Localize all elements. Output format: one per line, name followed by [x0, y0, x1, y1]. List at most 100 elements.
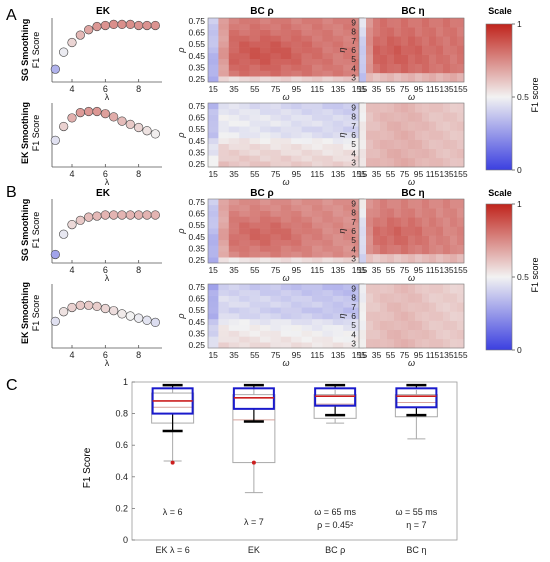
heatmap-cell — [387, 112, 395, 122]
heatmap-cell — [343, 143, 354, 150]
heatmap-cell — [359, 226, 367, 236]
heatmap-cell — [208, 155, 219, 162]
heatmap-cell — [332, 137, 344, 145]
heatmap-cell — [239, 257, 250, 264]
heatmap-cell — [218, 251, 230, 258]
heatmap-cell — [270, 284, 282, 291]
title-ek-a: EK — [96, 6, 111, 17]
scatter-point — [84, 212, 94, 222]
heatmap-cell — [228, 284, 240, 291]
heatmap-cell — [301, 324, 313, 331]
heatmap-cell — [429, 235, 437, 246]
heatmap-cell — [359, 253, 367, 264]
scatter-x-tick-label: 4 — [69, 350, 74, 360]
heatmap-cell — [218, 23, 230, 30]
heatmap-cell — [366, 63, 374, 74]
heatmap-cell — [394, 226, 402, 236]
heatmap-cell — [457, 112, 465, 122]
heatmap-cell — [249, 137, 261, 145]
heatmap-cell — [312, 233, 323, 241]
heatmap-cell — [373, 45, 381, 55]
heatmap-cell — [387, 199, 395, 209]
heatmap-cell — [208, 52, 219, 60]
heatmap-cell — [260, 132, 271, 139]
heatmap-cell — [280, 233, 292, 241]
heatmap-cell — [280, 76, 292, 83]
heatmap-cell — [343, 103, 354, 110]
heatmap-cell — [270, 29, 282, 36]
heatmap-cell — [415, 311, 423, 321]
heatmap-cell — [218, 204, 230, 211]
heatmap-cell — [450, 130, 458, 140]
heatmap-cell — [443, 121, 451, 131]
heatmap-cell — [260, 23, 271, 30]
heatmap-frame — [358, 283, 465, 349]
row-label-ek-b: EK Smoothing — [20, 282, 30, 344]
scatter-point — [75, 30, 85, 40]
scatter-point — [92, 106, 102, 117]
heatmap-y-tick-label: 8 — [351, 112, 356, 122]
scatter-point — [109, 306, 119, 316]
heatmap-cell — [380, 148, 388, 159]
heatmap-y-tick-label: 7 — [351, 121, 356, 131]
scatter-xlabel: λ — [105, 177, 110, 187]
heatmap-cell — [401, 72, 409, 83]
heatmap-cell — [332, 318, 344, 326]
heatmap-cell — [343, 257, 354, 264]
heatmap-cell — [228, 239, 240, 246]
heatmap-cell — [312, 251, 323, 258]
boxplot-category-label: BC ρ — [325, 545, 345, 555]
heatmap-cell — [436, 329, 444, 340]
boxplot-outlier — [251, 460, 256, 465]
heatmap-cell — [450, 284, 458, 294]
heatmap-cell — [239, 103, 250, 110]
heatmap-cell — [312, 70, 323, 77]
heatmap-cell — [366, 36, 374, 46]
heatmap-cell — [359, 130, 367, 140]
heatmap-cell — [228, 70, 240, 77]
heatmap-cell — [228, 330, 240, 337]
heatmap-cell — [312, 41, 323, 48]
heatmap-cell — [208, 257, 219, 264]
heatmap-cell — [228, 210, 240, 217]
heatmap-cell — [280, 149, 292, 156]
heatmap-cell — [218, 330, 230, 337]
heatmap-cell — [270, 289, 282, 296]
heatmap-cell — [218, 210, 230, 217]
heatmap-cell — [436, 45, 444, 55]
heatmap-cell — [322, 251, 334, 258]
heatmap-cell — [366, 18, 374, 28]
scatter-point — [84, 25, 94, 35]
heatmap-cell — [208, 313, 219, 320]
heatmap-cell — [260, 301, 271, 308]
heatmap-cell — [280, 155, 292, 162]
heatmap-cell — [343, 318, 354, 326]
heatmap-cell — [436, 63, 444, 74]
heatmap-cell — [291, 108, 302, 115]
heatmap-x-tick-label: 155 — [352, 265, 366, 275]
heatmap-cell — [401, 45, 409, 55]
title-scale-b: Scale — [488, 188, 512, 198]
heatmap-cell — [443, 338, 451, 349]
heatmap-cell — [394, 199, 402, 209]
heatmap-y-tick-label: 8 — [351, 208, 356, 218]
heatmap-cell — [260, 155, 271, 162]
heatmap-cell — [291, 284, 302, 291]
heatmap-cell — [366, 284, 374, 294]
heatmap-cell — [343, 251, 354, 258]
heatmap-cell — [343, 137, 354, 145]
heatmap-cell — [415, 18, 423, 28]
heatmap-cell — [312, 114, 323, 121]
heatmap-cell — [260, 58, 271, 65]
scatter-xlabel: λ — [105, 273, 110, 283]
heatmap-cell — [239, 126, 250, 133]
heatmap-cell — [312, 35, 323, 42]
scatter-point — [142, 315, 152, 325]
heatmap-cell — [394, 18, 402, 28]
heatmap-cell — [291, 324, 302, 331]
heatmap-cell — [208, 76, 219, 83]
heatmap-cell — [443, 235, 451, 246]
heatmap-cell — [366, 139, 374, 150]
heatmap-cell — [291, 210, 302, 217]
heatmap-cell — [301, 126, 313, 133]
